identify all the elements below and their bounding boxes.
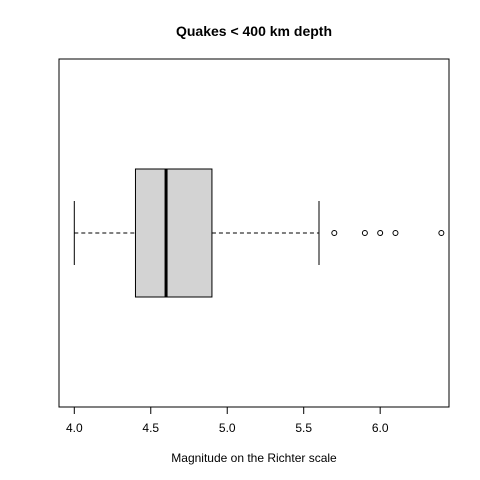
x-tick-label: 4.0 (66, 421, 83, 435)
x-axis: 4.0 4.5 5.0 5.5 6.0 (66, 406, 389, 435)
x-tick-label: 6.0 (372, 421, 389, 435)
outlier-point (438, 230, 445, 236)
x-axis-label: Magnitude on the Richter scale (171, 451, 337, 465)
x-tick-label: 5.0 (219, 421, 236, 435)
outlier-point (361, 230, 368, 236)
interquartile-box (134, 168, 213, 298)
outlier-layer (331, 230, 445, 236)
outlier-point (377, 230, 384, 236)
chart-title: Quakes < 400 km depth (176, 23, 332, 39)
outlier-point (392, 230, 399, 236)
box-layer (73, 168, 320, 298)
x-tick-label: 4.5 (142, 421, 159, 435)
outlier-point (331, 230, 338, 236)
x-tick-label: 5.5 (295, 421, 312, 435)
